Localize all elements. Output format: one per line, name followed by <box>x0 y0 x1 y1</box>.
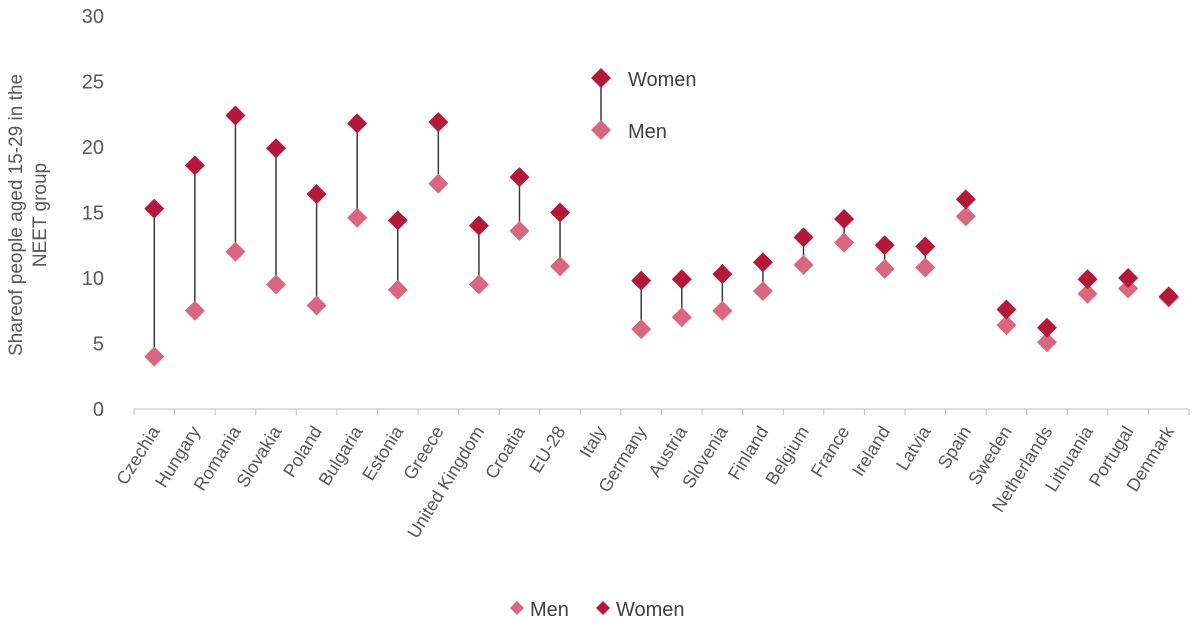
inset-legend-men-marker <box>591 120 611 140</box>
men-marker <box>1118 278 1139 299</box>
inset-legend-women-label: Women <box>628 69 697 91</box>
men-marker <box>793 254 814 275</box>
men-marker <box>509 220 530 241</box>
y-tick-label: 30 <box>82 6 104 28</box>
legend-women-marker <box>596 601 610 615</box>
men-marker <box>752 281 773 302</box>
x-tick-label: France <box>807 423 854 481</box>
women-marker <box>550 202 571 223</box>
women-marker <box>509 167 530 188</box>
legend-men-marker <box>510 601 524 615</box>
women-marker <box>1158 286 1179 307</box>
x-tick-label: Latvia <box>892 422 935 474</box>
data-markers <box>144 105 1179 367</box>
y-tick-label: 15 <box>82 203 104 225</box>
men-marker <box>428 173 449 194</box>
women-marker <box>874 235 895 256</box>
inset-legend-men-label: Men <box>628 121 667 143</box>
women-marker <box>225 105 246 126</box>
women-marker <box>834 209 855 230</box>
women-marker <box>1036 317 1057 338</box>
men-marker <box>144 346 165 367</box>
legend-women-label: Women <box>616 599 685 621</box>
women-marker <box>631 270 652 291</box>
men-marker <box>671 307 692 328</box>
y-tick-label: 0 <box>93 399 104 421</box>
men-marker <box>996 315 1017 336</box>
men-marker <box>266 274 287 295</box>
women-marker <box>184 155 205 176</box>
x-tick-label: Croatia <box>481 422 529 483</box>
x-tick-label: Spain <box>934 423 975 473</box>
women-marker <box>468 215 489 236</box>
women-marker <box>387 210 408 231</box>
men-marker <box>874 258 895 279</box>
women-marker <box>915 236 936 257</box>
women-marker <box>266 138 287 159</box>
women-marker <box>347 113 368 134</box>
women-marker <box>306 184 327 205</box>
men-marker <box>1036 332 1057 353</box>
bottom-legend: Men Women <box>510 599 685 621</box>
y-tick-label: 5 <box>93 334 104 356</box>
women-marker <box>752 252 773 273</box>
x-axis-tick-labels: CzechiaHungaryRomaniaSlovakiaPolandBulga… <box>112 422 1178 542</box>
women-marker <box>671 269 692 290</box>
men-marker <box>184 300 205 321</box>
men-marker <box>225 241 246 262</box>
inset-legend: Women Men <box>591 68 697 143</box>
y-tick-label: 10 <box>82 268 104 290</box>
connector-lines <box>153 115 1170 357</box>
women-marker <box>793 227 814 248</box>
y-tick-label: 25 <box>82 72 104 94</box>
men-marker <box>1077 283 1098 304</box>
men-marker <box>834 232 855 253</box>
y-axis-title-line-1: Shareof people aged 15-29 in the <box>6 74 27 356</box>
men-marker <box>468 274 489 295</box>
men-marker <box>631 319 652 340</box>
y-axis-title-line-2: NEET group <box>30 163 51 267</box>
y-tick-label: 20 <box>82 137 104 159</box>
legend-men-label: Men <box>530 599 569 621</box>
women-marker <box>428 112 449 133</box>
women-marker <box>955 189 976 210</box>
men-marker <box>915 257 936 278</box>
x-tick-label: Estonia <box>358 422 407 484</box>
women-marker <box>1118 268 1139 288</box>
women-marker <box>144 198 165 219</box>
x-tick-label: EU-28 <box>525 423 569 477</box>
men-marker <box>712 300 733 321</box>
men-marker <box>306 295 327 316</box>
men-marker <box>347 207 368 228</box>
men-marker <box>387 279 408 300</box>
x-tick-label: Ireland <box>848 423 894 480</box>
y-axis-tick-labels: 0 5 10 15 20 25 30 <box>82 6 104 421</box>
inset-legend-women-marker <box>591 68 611 88</box>
men-marker <box>955 206 976 227</box>
x-axis-tick-marks <box>133 409 1190 415</box>
men-marker <box>550 256 571 277</box>
women-marker <box>712 264 733 285</box>
women-marker <box>1077 269 1098 290</box>
women-marker <box>996 299 1017 320</box>
x-tick-label: Italy <box>576 423 610 462</box>
